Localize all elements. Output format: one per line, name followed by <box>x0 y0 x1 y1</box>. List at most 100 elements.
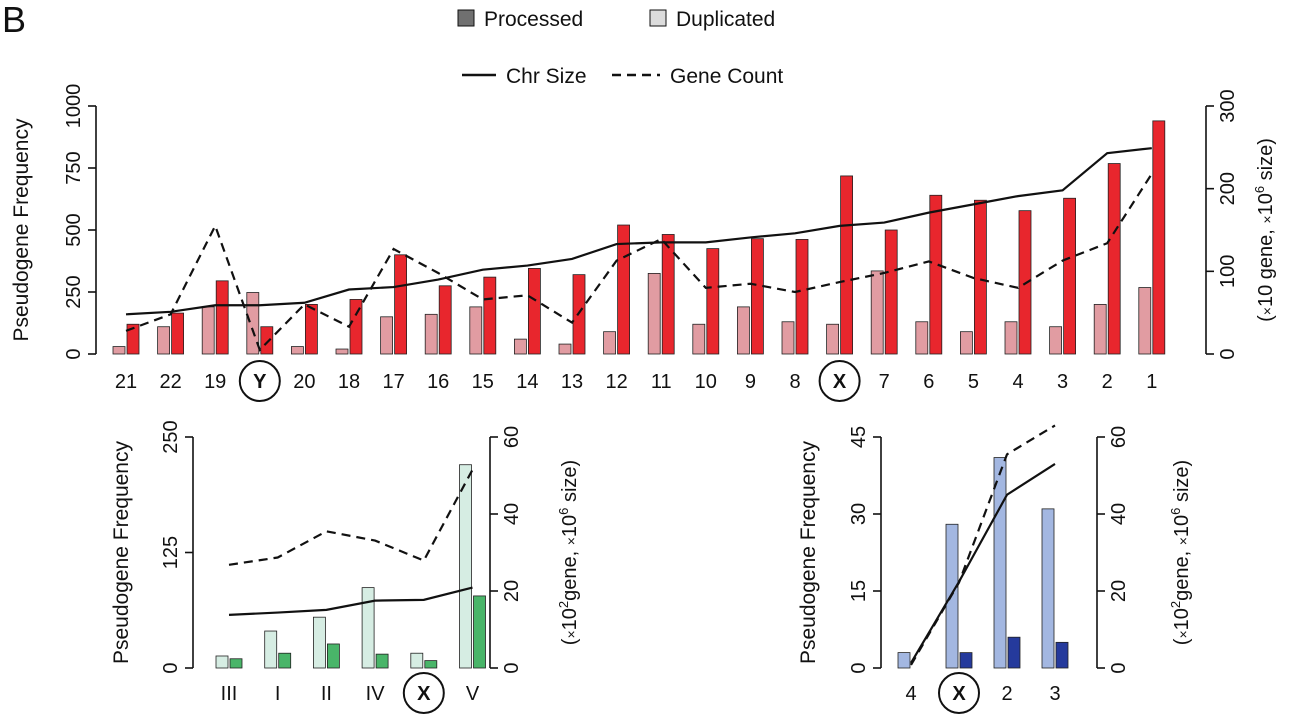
left-axis-tick-label: 750 <box>63 151 85 184</box>
left-axis-title: Pseudogene Frequency <box>110 441 133 664</box>
bar-duplicated <box>290 346 304 355</box>
category-label: 3 <box>1057 371 1068 393</box>
bar-processed <box>473 595 486 669</box>
category-label: V <box>466 683 480 705</box>
bar-duplicated <box>603 331 616 355</box>
bar-processed <box>304 303 318 355</box>
left-axis-tick-label: 45 <box>848 426 870 448</box>
bar-processed <box>1063 197 1076 355</box>
bar-duplicated <box>514 338 527 355</box>
category-label: 7 <box>879 371 890 393</box>
bar-duplicated <box>1041 508 1055 669</box>
category-label: 3 <box>1049 683 1060 705</box>
bar-processed <box>1107 163 1121 355</box>
category-label: 5 <box>968 371 979 393</box>
human-chromosome-chart: 0 250 500 750 1000 Pseudogene Frequency 0 100 20… <box>10 84 1277 402</box>
bar-processed <box>840 175 853 355</box>
bar-duplicated <box>1004 321 1018 355</box>
line-gene-count <box>910 424 1056 666</box>
left-axis-tick-label: 250 <box>160 420 182 453</box>
category-label: 4 <box>905 683 916 705</box>
category-label: 20 <box>293 371 315 393</box>
right-axis-tick-label: 40 <box>1108 503 1130 525</box>
bar-duplicated <box>737 306 750 355</box>
bar-processed <box>1055 641 1069 669</box>
bar-processed <box>375 653 389 669</box>
left-axis-tick-label: 30 <box>848 503 870 525</box>
left-axis-tick-label: 1000 <box>63 84 85 129</box>
bar-processed <box>661 234 675 355</box>
bar-processed <box>394 254 408 355</box>
line-chr-size <box>125 147 1152 316</box>
worm-chromosome-chart: 0 125 250 Pseudogene Frequency 0 20 40 60 (×102g… <box>110 420 581 714</box>
bar-duplicated <box>424 313 438 355</box>
bar-processed <box>260 326 274 355</box>
bar-processed <box>438 285 452 355</box>
bar-processed <box>528 268 541 355</box>
category-label: 13 <box>561 371 583 393</box>
bar-duplicated <box>459 464 472 669</box>
category-label: 2 <box>1001 683 1012 705</box>
category-label: 15 <box>472 371 494 393</box>
legend-label-duplicated: Duplicated <box>676 8 775 31</box>
right-axis-tick-label: 20 <box>1108 580 1130 602</box>
right-axis-tick-label: 60 <box>1108 426 1130 448</box>
bar-duplicated <box>246 292 260 355</box>
category-label: 17 <box>382 371 404 393</box>
left-axis-tick-label: 0 <box>63 348 85 359</box>
legend-label-processed: Processed <box>484 8 583 31</box>
category-circle <box>818 360 861 402</box>
bar-processed <box>617 224 630 355</box>
fly-chromosome-chart: 0 15 30 45 Pseudogene Frequency 0 20 40 60 (×102g… <box>797 424 1193 714</box>
category-label: 10 <box>695 371 717 393</box>
bar-processed <box>349 299 363 355</box>
category-label: 19 <box>204 371 226 393</box>
bar-processed <box>1007 636 1021 669</box>
category-label: X <box>833 371 847 393</box>
line-chr-size <box>228 586 473 616</box>
right-axis-tick-label: 200 <box>1217 172 1239 205</box>
bar-duplicated <box>993 457 1007 669</box>
bar-processed <box>959 652 973 669</box>
category-label: III <box>221 683 238 705</box>
bar-processed <box>171 312 185 355</box>
category-label: 8 <box>789 371 800 393</box>
legend-label-gene-count: Gene Count <box>670 65 783 88</box>
category-circle <box>238 360 281 402</box>
right-axis-tick-label: 0 <box>501 662 523 673</box>
category-label: 16 <box>427 371 449 393</box>
bar-duplicated <box>915 321 929 355</box>
category-label: X <box>952 683 966 705</box>
right-axis-tick-label: 60 <box>501 426 523 448</box>
bar-duplicated <box>112 346 126 355</box>
bar-processed <box>974 199 987 355</box>
category-label: X <box>417 683 431 705</box>
bar-processed <box>215 280 229 355</box>
bar-processed <box>795 239 809 355</box>
bar-duplicated <box>201 306 215 355</box>
right-axis-tick-label: 300 <box>1217 89 1239 122</box>
bar-duplicated <box>1093 303 1107 355</box>
legend-label-chr-size: Chr Size <box>506 65 587 88</box>
line-gene-count <box>228 469 474 566</box>
category-label: 22 <box>159 371 181 393</box>
bar-processed <box>483 276 497 355</box>
left-axis-tick-label: 15 <box>848 580 870 602</box>
bar-duplicated <box>647 272 661 355</box>
left-axis-tick-label: 500 <box>63 213 85 246</box>
bar-duplicated <box>781 321 795 355</box>
bar-duplicated <box>215 655 229 669</box>
bar-duplicated <box>692 323 706 355</box>
right-axis-tick-label: 20 <box>501 580 523 602</box>
bar-duplicated <box>960 331 973 355</box>
left-axis-title: Pseudogene Frequency <box>797 441 820 664</box>
category-label: 21 <box>115 371 137 393</box>
right-axis-title: (×102gene, ×106 size) <box>1168 460 1193 645</box>
right-axis-title: (×10 gene, ×106 size) <box>1252 138 1277 322</box>
bar-processed <box>1152 120 1166 355</box>
category-label: 2 <box>1102 371 1113 393</box>
category-label: 14 <box>516 371 538 393</box>
right-axis-tick-label: 0 <box>1108 662 1130 673</box>
bar-duplicated <box>312 616 326 669</box>
bar-duplicated <box>410 652 424 669</box>
